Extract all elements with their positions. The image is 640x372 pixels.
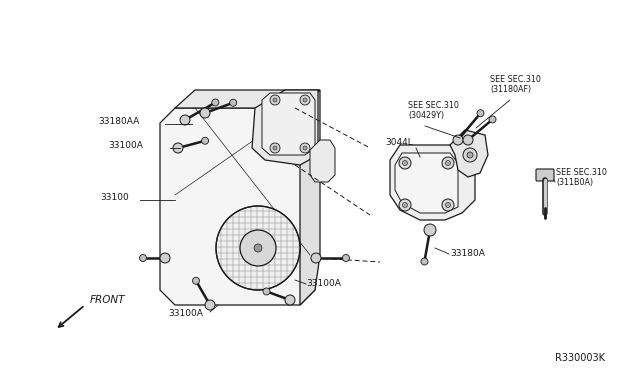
Text: 33100: 33100: [100, 193, 129, 202]
Polygon shape: [310, 140, 335, 182]
Circle shape: [303, 98, 307, 102]
Text: (311B0A): (311B0A): [556, 178, 593, 187]
Circle shape: [205, 300, 215, 310]
Circle shape: [270, 95, 280, 105]
Text: 33180A: 33180A: [450, 249, 485, 258]
Circle shape: [193, 277, 200, 284]
Circle shape: [212, 99, 219, 106]
Text: SEE SEC.310: SEE SEC.310: [556, 168, 607, 177]
Text: FRONT: FRONT: [90, 295, 125, 305]
Text: (30429Y): (30429Y): [408, 111, 444, 120]
Circle shape: [303, 146, 307, 150]
Circle shape: [489, 116, 496, 123]
Circle shape: [399, 157, 411, 169]
Text: 3044L: 3044L: [385, 138, 413, 147]
Polygon shape: [160, 108, 315, 305]
Polygon shape: [252, 90, 318, 165]
Circle shape: [424, 224, 436, 236]
Circle shape: [254, 244, 262, 252]
Circle shape: [300, 143, 310, 153]
Circle shape: [173, 143, 183, 153]
Circle shape: [180, 115, 190, 125]
Polygon shape: [300, 90, 320, 305]
Text: SEE SEC.310: SEE SEC.310: [408, 101, 459, 110]
Circle shape: [463, 148, 477, 162]
Circle shape: [463, 135, 473, 145]
Polygon shape: [450, 130, 488, 177]
Circle shape: [467, 152, 473, 158]
Polygon shape: [390, 145, 475, 220]
Circle shape: [200, 108, 210, 118]
Circle shape: [442, 157, 454, 169]
Text: (31180AF): (31180AF): [490, 85, 531, 94]
Circle shape: [273, 98, 277, 102]
Circle shape: [453, 135, 463, 145]
Circle shape: [240, 230, 276, 266]
Circle shape: [270, 143, 280, 153]
Circle shape: [263, 288, 270, 295]
Text: SEE SEC.310: SEE SEC.310: [490, 75, 541, 84]
Circle shape: [311, 253, 321, 263]
Text: 33100A: 33100A: [108, 141, 143, 150]
Circle shape: [445, 202, 451, 208]
Circle shape: [273, 146, 277, 150]
Circle shape: [300, 95, 310, 105]
Circle shape: [285, 295, 295, 305]
Circle shape: [477, 110, 484, 117]
FancyBboxPatch shape: [536, 169, 554, 181]
Circle shape: [140, 254, 147, 262]
Circle shape: [230, 99, 237, 106]
Circle shape: [399, 199, 411, 211]
Circle shape: [421, 258, 428, 265]
Circle shape: [403, 160, 408, 166]
Polygon shape: [395, 153, 458, 213]
Circle shape: [442, 199, 454, 211]
Text: 33100A: 33100A: [306, 279, 341, 288]
Circle shape: [202, 137, 209, 144]
Polygon shape: [175, 90, 320, 108]
Circle shape: [216, 206, 300, 290]
Circle shape: [160, 253, 170, 263]
Circle shape: [342, 254, 349, 262]
Text: 33100A: 33100A: [168, 309, 203, 318]
Polygon shape: [262, 93, 315, 155]
Text: 33180AA: 33180AA: [98, 117, 140, 126]
Text: R330003K: R330003K: [555, 353, 605, 363]
Circle shape: [445, 160, 451, 166]
Circle shape: [403, 202, 408, 208]
